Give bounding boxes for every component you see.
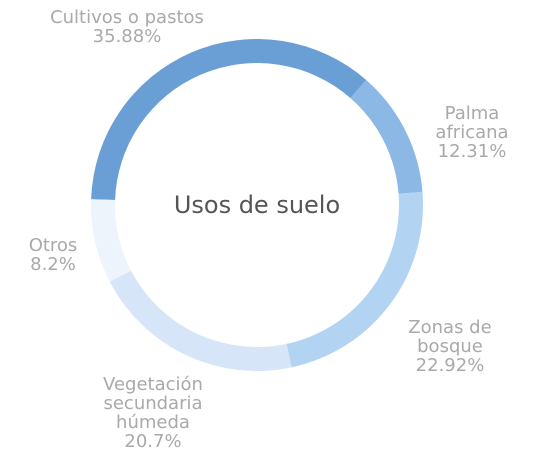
donut-segment: [90, 199, 132, 282]
segment-name: Vegetación secundaria húmeda: [103, 374, 203, 433]
segment-label: Cultivos o pastos 35.88%: [0, 8, 257, 46]
segment-name: Otros: [28, 235, 78, 256]
segment-value: 20.7%: [124, 431, 182, 452]
donut-segment: [109, 270, 292, 371]
donut-segment: [286, 191, 423, 368]
segment-label: Palma africana 12.31%: [427, 104, 517, 161]
segment-label: Vegetación secundaria húmeda 20.7%: [83, 375, 223, 451]
segment-name: Palma africana: [435, 103, 509, 143]
segment-value: 35.88%: [92, 26, 162, 47]
segment-name: Zonas de bosque: [408, 317, 492, 357]
donut-segment: [350, 80, 423, 194]
segment-value: 8.2%: [30, 254, 76, 275]
segment-label: Otros 8.2%: [18, 236, 88, 274]
segment-value: 12.31%: [437, 141, 507, 162]
segment-name: Cultivos o pastos: [50, 7, 204, 28]
segment-label: Zonas de bosque 22.92%: [395, 318, 505, 375]
segment-value: 22.92%: [415, 355, 485, 376]
donut-segment: [91, 39, 367, 201]
chart-title: Usos de suelo: [174, 191, 340, 219]
